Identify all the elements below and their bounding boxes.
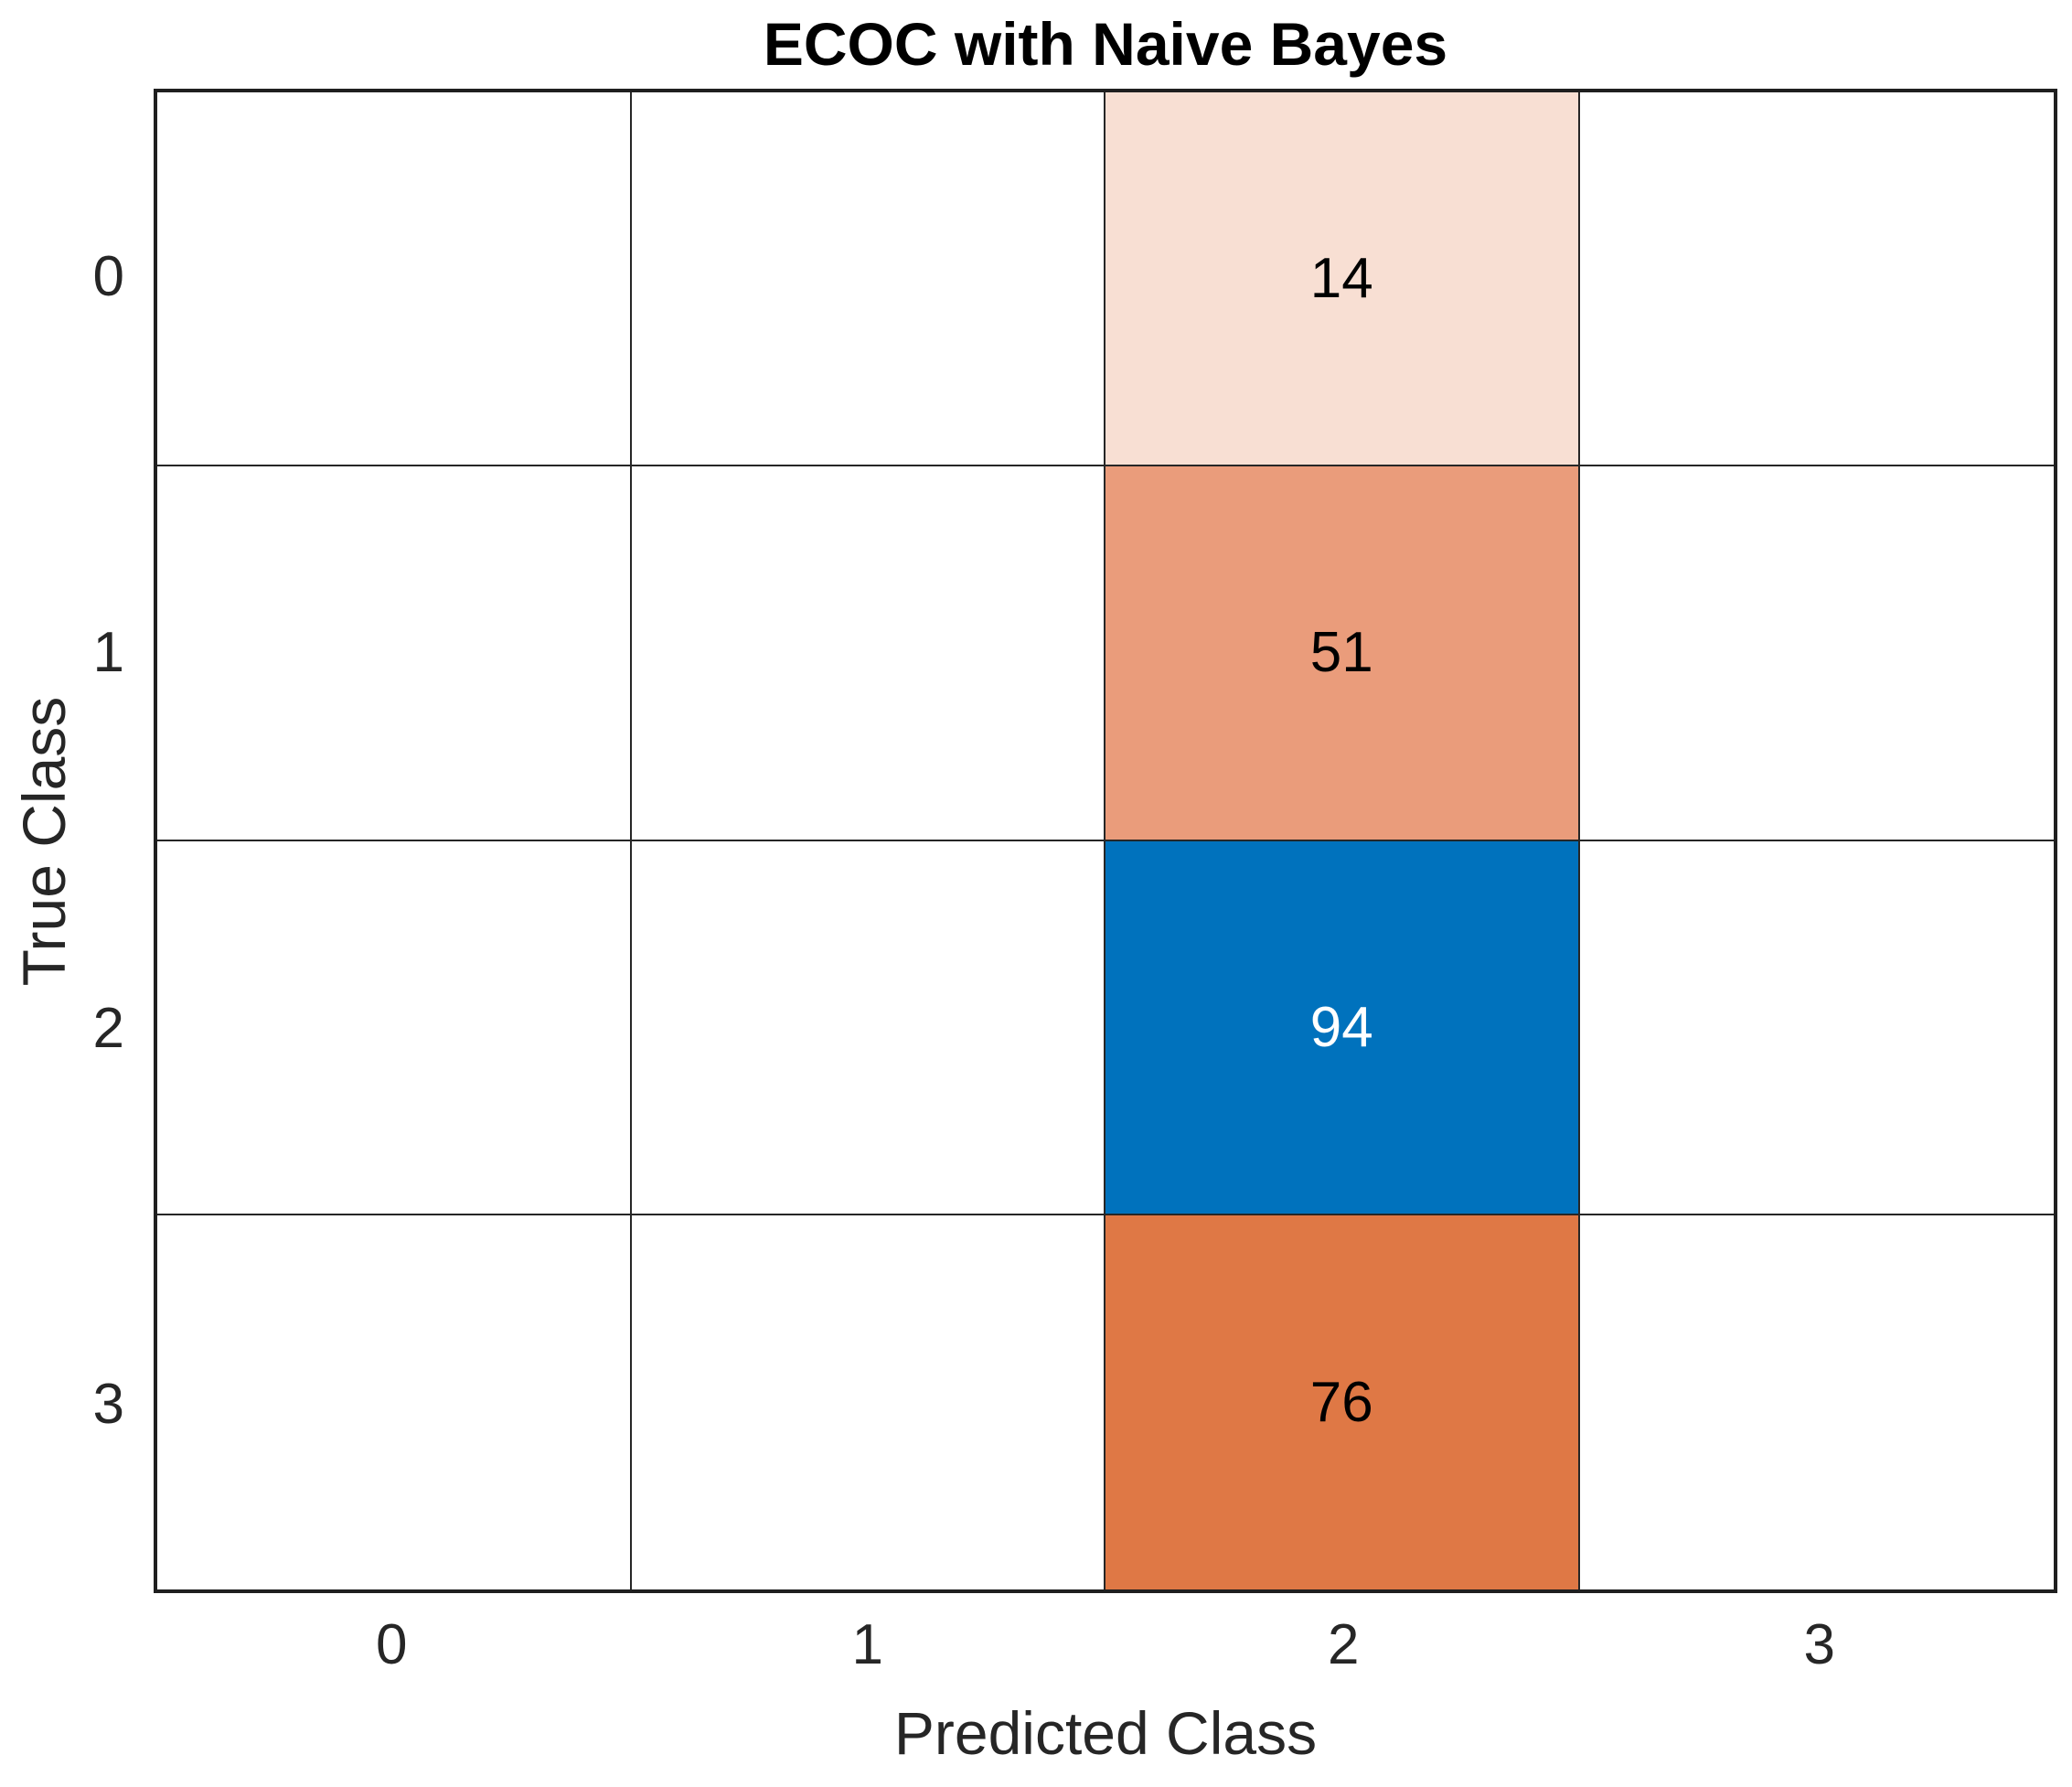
y-tick-3: 3 [92,1373,124,1437]
matrix-cell-r0c3 [1579,92,2054,467]
matrix-cell-r1c2: 51 [1105,466,1580,841]
matrix-cell-r0c0 [157,92,632,467]
x-tick-1: 1 [851,1613,883,1676]
matrix-cell-r3c2: 76 [1105,1215,1580,1589]
matrix-cell-r0c1 [631,92,1105,467]
x-tick-3: 3 [1803,1613,1835,1676]
matrix-cell-r1c1 [631,466,1105,841]
matrix-cell-r2c3 [1579,840,2054,1215]
y-axis-label: True Class [10,696,78,987]
x-axis-label: Predicted Class [893,1699,1318,1767]
matrix-cell-r3c0 [157,1215,632,1589]
matrix-cell-r2c1 [631,840,1105,1215]
matrix-cell-r1c0 [157,466,632,841]
y-tick-0: 0 [92,244,124,308]
y-tick-2: 2 [92,997,124,1061]
y-axis-tick-labels: 0 1 2 3 [0,89,139,1593]
y-tick-1: 1 [92,620,124,684]
matrix-cell-r3c3 [1579,1215,2054,1589]
matrix-cell-r3c1 [631,1215,1105,1589]
chart-title: ECOC with Naive Bayes [763,10,1448,78]
confusion-matrix-grid: 14 51 94 76 [154,89,2057,1593]
matrix-cell-r0c2: 14 [1105,92,1580,467]
x-tick-2: 2 [1328,1613,1360,1676]
x-tick-0: 0 [376,1613,408,1676]
matrix-cell-r1c3 [1579,466,2054,841]
matrix-cell-r2c2: 94 [1105,840,1580,1215]
matrix-cell-r2c0 [157,840,632,1215]
